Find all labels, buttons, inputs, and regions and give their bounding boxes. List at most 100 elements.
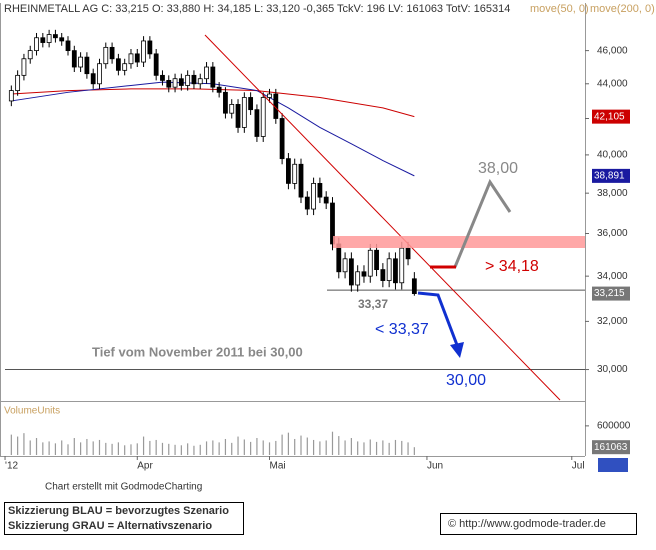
candle-body: [286, 158, 291, 184]
last-value-box: [592, 440, 630, 455]
candle-body: [336, 243, 342, 273]
candle-body: [178, 78, 184, 86]
candle-body: [367, 249, 373, 277]
volume-bar: [312, 439, 315, 455]
volume-bar: [98, 439, 101, 455]
candle-body: [147, 40, 153, 55]
candle-body: [40, 37, 46, 43]
x-tick-label: '12: [5, 461, 18, 472]
candle-body: [141, 40, 146, 63]
credit: Chart erstellt mit GodmodeCharting: [45, 482, 202, 493]
volume-bar: [212, 440, 214, 455]
blue-arrowhead: [450, 342, 464, 358]
last-value-box: [592, 109, 630, 124]
candle-body: [241, 97, 247, 128]
candle-body: [355, 271, 361, 286]
low-note: Tief vom November 2011 bei 30,00: [92, 344, 303, 359]
candle-body: [8, 90, 14, 102]
volume-bar: [319, 441, 321, 455]
y-tick-label: 44,000: [597, 78, 628, 89]
volume-bar: [250, 441, 252, 455]
volume-bar: [111, 443, 113, 455]
candle-body: [235, 104, 241, 128]
candle-body: [59, 37, 65, 42]
candle-body: [411, 278, 417, 294]
volume-bar: [149, 440, 151, 455]
volume-bar: [54, 443, 57, 455]
volume-bar: [35, 438, 38, 455]
y-tick-label: 36,000: [597, 228, 628, 239]
volume-bar: [369, 439, 371, 455]
candle-body: [65, 40, 71, 52]
volume-bar: [331, 431, 334, 455]
candle-body: [342, 258, 348, 273]
volume-bar: [394, 439, 397, 455]
legend-text: Skizzierung BLAU = bevorzugtes Szenario: [8, 505, 229, 517]
last-value-label: 42,105: [594, 111, 625, 122]
x-tick-label: Jul: [572, 461, 585, 472]
candle-body: [399, 247, 405, 284]
panel-title: VolumeUnits: [4, 406, 60, 417]
volume-bar: [67, 444, 69, 455]
candle-body: [185, 74, 191, 86]
volume-bar: [10, 434, 12, 455]
candle-body: [380, 269, 386, 281]
volume-bar: [300, 435, 302, 455]
candle-body: [393, 258, 398, 284]
volume-bar: [275, 440, 277, 455]
volume-bar: [174, 444, 176, 455]
volume-bar: [344, 440, 346, 455]
candle-body: [223, 91, 228, 114]
candle-body: [298, 163, 304, 198]
volume-bar: [193, 445, 195, 455]
candle-body: [386, 258, 392, 281]
x-tick-label: Apr: [137, 461, 153, 472]
blue-trigger: < 33,37: [375, 321, 429, 338]
volume-bar: [92, 441, 94, 455]
candle-body: [254, 109, 260, 137]
candle-body: [229, 104, 235, 114]
candle-body: [216, 86, 222, 93]
grey-scenario: [453, 178, 512, 268]
y-tick-label: 30,000: [597, 364, 628, 375]
support-label: 33,37: [358, 297, 388, 311]
trend-line: [204, 34, 561, 401]
volume-bar: [224, 438, 227, 455]
candle-body: [330, 202, 335, 245]
volume-bar: [388, 442, 390, 455]
volume-bar: [306, 437, 308, 455]
moving-average: [11, 81, 415, 177]
volume-bar: [23, 433, 25, 455]
candle-body: [204, 66, 209, 80]
candle-body: [122, 63, 128, 71]
candle-body: [292, 163, 298, 184]
volume-bar: [281, 434, 283, 455]
candle-body: [323, 196, 329, 204]
last-value-label: 33,215: [594, 288, 625, 299]
volume-bar: [142, 436, 145, 455]
candle-body: [348, 258, 354, 286]
copyright: © http://www.godmode-trader.de: [448, 518, 606, 530]
red-trigger: > 34,18: [485, 258, 539, 275]
volume-bar: [262, 440, 264, 455]
last-value-box: [592, 286, 630, 301]
candle-body: [71, 50, 77, 68]
candle-body: [160, 74, 165, 81]
volume-bar: [407, 442, 409, 455]
candle-body: [361, 271, 367, 277]
resistance-zone: [333, 236, 585, 248]
candle-body: [197, 78, 203, 85]
volume-bar: [401, 440, 403, 455]
candle-body: [260, 97, 266, 137]
volume-bar: [187, 443, 189, 455]
y-tick-label: 34,000: [597, 271, 628, 282]
blue-scenario: [417, 291, 459, 346]
y-tick-label: 32,000: [597, 316, 628, 327]
candle-body: [34, 37, 39, 52]
candle-body: [15, 74, 21, 91]
volume-bar: [86, 438, 88, 455]
y-tick-label: 38,000: [597, 188, 628, 199]
candle-body: [172, 78, 178, 88]
volume-bar: [382, 440, 384, 455]
